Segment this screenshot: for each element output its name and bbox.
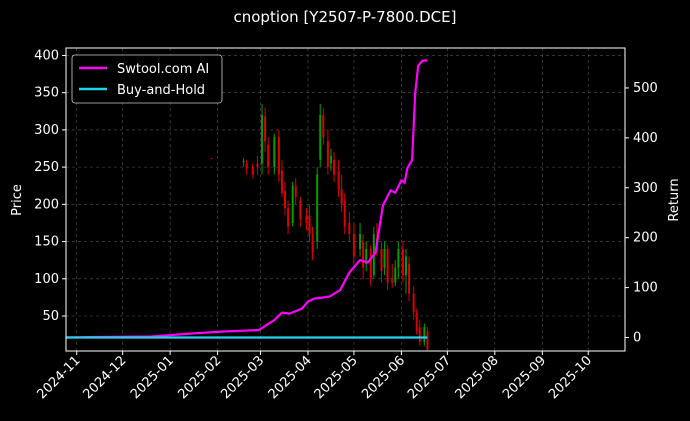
x-tick-label: 2025-02 [175, 353, 224, 402]
candle-body [386, 249, 389, 283]
chart-title: cnoption [Y2507-P-7800.DCE] [234, 8, 457, 26]
candle-body [322, 115, 325, 138]
candle-body [280, 170, 283, 194]
candle-body [415, 312, 418, 331]
candle-body [316, 174, 319, 242]
candle-body [359, 234, 362, 250]
ai-return-line [65, 59, 428, 339]
legend-box [71, 54, 223, 104]
y-tick-label: 400 [34, 48, 59, 63]
plot-area [65, 47, 626, 352]
candle-body [319, 115, 322, 160]
y-tick-label: 300 [34, 123, 59, 138]
candle-body [284, 190, 287, 209]
candle-body [264, 116, 267, 142]
candle-body [291, 185, 294, 223]
candle-body [333, 159, 336, 175]
y-tick-label: 250 [34, 160, 59, 175]
y-axis-label: Price [10, 184, 25, 216]
candle-body [340, 189, 343, 205]
candle-body [305, 215, 308, 223]
candle-body [287, 208, 290, 227]
candle-body [273, 137, 276, 168]
y-axis-left: 50 100 150 200 250 300 350 400 [34, 48, 66, 324]
y2-tick-label: 500 [633, 81, 658, 96]
legend: Swtool.com AI Buy-and-Hold [71, 54, 223, 104]
x-tick-label: 2024-11 [35, 353, 84, 402]
y-tick-label: 150 [34, 235, 59, 250]
candle-body [412, 293, 415, 313]
candle-body [326, 141, 329, 168]
candle-body [256, 163, 259, 168]
candle-body [251, 167, 254, 175]
x-tick-label: 2025-04 [266, 353, 315, 402]
candle-body [337, 170, 340, 190]
candle-body [352, 234, 355, 257]
y2-tick-label: 400 [633, 131, 658, 146]
y2-axis-label: Return [667, 178, 682, 221]
y-axis-right: 0 100 200 300 400 500 [625, 81, 658, 346]
x-tick-label: 2025-07 [405, 353, 454, 402]
y-tick-label: 200 [34, 197, 59, 212]
x-tick-label: 2025-01 [128, 353, 177, 402]
candle-body [404, 256, 407, 276]
legend-label-ai: Swtool.com AI [117, 62, 209, 77]
candle-body [423, 327, 426, 343]
candle-body [311, 234, 314, 253]
candle-body [277, 137, 280, 175]
x-tick-label: 2024-12 [80, 353, 129, 402]
x-tick-label: 2025-10 [546, 353, 595, 402]
candle-body [418, 327, 421, 343]
y2-tick-label: 0 [633, 331, 641, 346]
price-candles [210, 103, 429, 351]
x-axis: 2024-112024-122025-012025-022025-032025-… [35, 351, 595, 402]
candle-body [369, 249, 372, 279]
y-tick-label: 350 [34, 86, 59, 101]
candle-body [408, 263, 411, 294]
candle-body [242, 161, 245, 163]
x-tick-label: 2025-06 [359, 353, 408, 402]
candle-body [397, 249, 400, 268]
candle-body [401, 249, 404, 276]
y2-tick-label: 300 [633, 181, 658, 196]
candle-body [380, 249, 383, 272]
candle-body [348, 222, 351, 235]
series-lines [65, 59, 428, 339]
candle-body [245, 163, 248, 169]
candle-body [343, 200, 346, 227]
x-tick-label: 2025-03 [218, 353, 267, 402]
candle-body [294, 185, 297, 197]
candle-body [426, 330, 429, 350]
y2-tick-label: 200 [633, 231, 658, 246]
candle-body [365, 249, 368, 264]
candle-body [394, 267, 397, 283]
candle-body [383, 249, 386, 268]
candle-body [329, 155, 332, 164]
candle-body [210, 158, 213, 160]
candle-body [362, 241, 365, 268]
candle-body [267, 144, 270, 168]
y2-tick-label: 100 [633, 281, 658, 296]
candle-body [391, 278, 394, 283]
x-tick-label: 2025-09 [500, 353, 549, 402]
legend-label-bh: Buy-and-Hold [117, 83, 205, 98]
y-tick-label: 50 [42, 309, 59, 324]
plot-frame [65, 47, 626, 352]
candle-body [261, 115, 264, 164]
candle-body [308, 215, 311, 235]
candle-body [299, 200, 302, 220]
x-tick-label: 2025-05 [312, 353, 361, 402]
x-tick-label: 2025-08 [453, 353, 502, 402]
y-tick-label: 100 [34, 272, 59, 287]
